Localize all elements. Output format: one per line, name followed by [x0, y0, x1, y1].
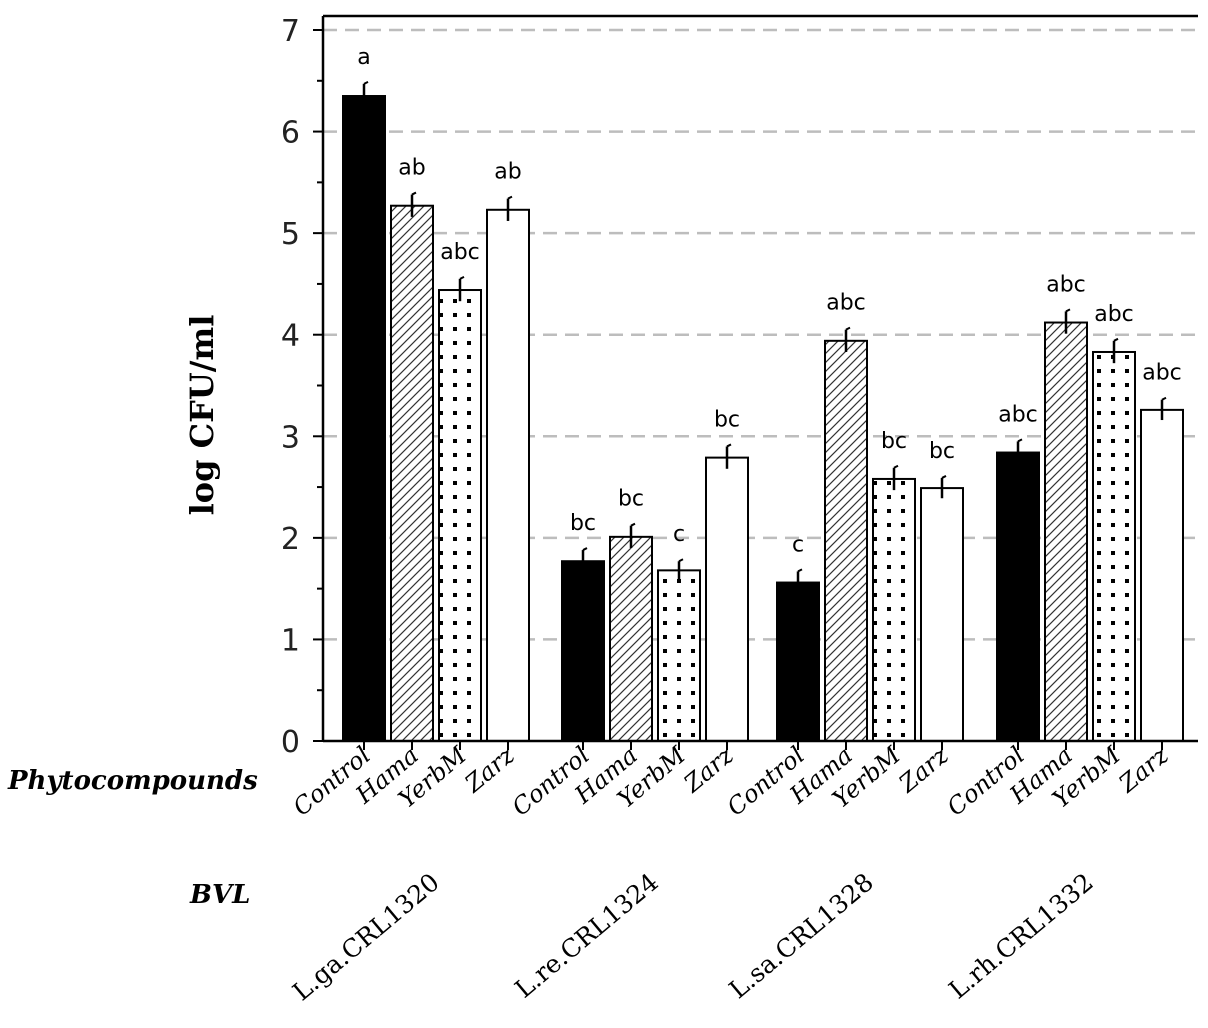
bar-3-zarz	[1140, 408, 1184, 742]
error-cap	[1017, 438, 1023, 443]
bar-0-yerbm	[438, 289, 482, 742]
y-tick-label: 4	[281, 319, 300, 354]
bar-1-zarz	[705, 456, 749, 742]
bar-2-zarz	[920, 487, 964, 742]
treatment-label: Zarz	[459, 741, 520, 799]
y-tick-label: 1	[281, 623, 300, 658]
bar-3-yerbm	[1092, 350, 1136, 742]
group-label: L.rh.CRL1332	[943, 867, 1099, 1004]
bar-2-hama	[824, 339, 868, 742]
bar-0-control	[342, 95, 386, 743]
significance-label: abc	[1046, 272, 1086, 297]
treatment-label: Zarz	[678, 741, 739, 799]
phytocompounds-row-label: Phytocompounds	[8, 766, 258, 796]
significance-label: c	[673, 522, 685, 547]
significance-label: ab	[398, 156, 425, 181]
significance-label: abc	[998, 402, 1038, 427]
significance-label: bc	[570, 511, 596, 536]
error-cap	[507, 195, 513, 200]
significance-label: abc	[826, 291, 866, 316]
error-cap	[630, 522, 636, 527]
y-tick-label: 7	[281, 14, 300, 49]
significance-label: bc	[929, 439, 955, 464]
error-cap	[1065, 308, 1071, 313]
bar-1-hama	[609, 535, 653, 742]
y-tick-label: 0	[281, 725, 300, 760]
error-cap	[678, 558, 684, 563]
bar-2-yerbm	[872, 477, 916, 742]
axes	[313, 14, 1198, 750]
bar-1-control	[561, 560, 605, 742]
y-tick-label: 5	[281, 217, 300, 252]
error-cap	[797, 568, 803, 573]
bars	[342, 80, 1184, 743]
significance-label: abc	[1094, 302, 1134, 327]
significance-label: c	[792, 532, 804, 557]
y-axis-title: log CFU/ml	[183, 315, 221, 516]
significance-label: bc	[881, 429, 907, 454]
error-cap	[845, 326, 851, 331]
error-cap	[726, 443, 732, 448]
error-cap	[582, 547, 588, 551]
error-cap	[1161, 396, 1167, 401]
bar-2-control	[776, 581, 820, 743]
error-cap	[363, 80, 369, 85]
significance-label: bc	[618, 487, 644, 512]
bar-1-yerbm	[657, 569, 701, 742]
bar-3-control	[996, 451, 1040, 742]
significance-label: bc	[714, 407, 740, 432]
y-tick-label: 2	[281, 522, 300, 557]
bar-3-hama	[1044, 321, 1088, 742]
group-label: L.ga.CRL1320	[287, 867, 445, 1006]
error-cap	[459, 275, 465, 280]
error-cap	[941, 475, 947, 479]
group-label: L.re.CRL1324	[509, 867, 664, 1003]
significance-label: abc	[440, 240, 480, 265]
error-cap	[893, 464, 899, 469]
group-label: L.sa.CRL1328	[724, 867, 879, 1004]
significance-label: a	[357, 45, 370, 70]
error-cap	[411, 191, 417, 196]
bar-0-zarz	[486, 208, 530, 742]
y-tick-label: 3	[281, 420, 300, 455]
treatment-label: Zarz	[1113, 741, 1174, 799]
y-tick-label: 6	[281, 116, 300, 151]
bar-0-hama	[390, 204, 434, 742]
treatment-label: Zarz	[893, 741, 954, 799]
significance-label: ab	[494, 160, 521, 185]
bvl-row-label: BVL	[190, 880, 251, 910]
error-cap	[1113, 337, 1119, 342]
significance-label: abc	[1142, 361, 1182, 386]
